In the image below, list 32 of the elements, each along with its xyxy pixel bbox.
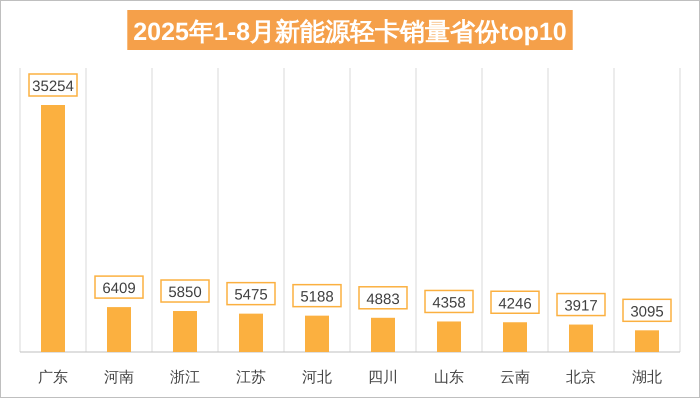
data-label: 5850 [168,284,202,302]
category: 江苏 [236,369,266,386]
data-label: 5850 [160,279,210,303]
data-label: 6409 [102,280,136,298]
data-label: 35254 [28,73,78,97]
data-label: 4358 [424,290,474,314]
data-label: 6409 [94,275,144,299]
category: 浙江 [170,369,200,386]
category: 四川 [368,369,398,386]
data-label: 35254 [32,78,74,95]
category: 河北 [302,369,332,386]
data-label: 3095 [630,303,664,320]
category: 山东 [434,369,464,386]
title: 2025年1-8月新能源轻卡销量省份top10 [127,10,573,50]
data-label: 4883 [366,290,400,308]
category: 北京 [566,369,596,386]
category: 广东 [38,369,68,386]
chart-title: 2025年1-8月新能源轻卡销量省份top10 [133,18,567,46]
data-label: 3917 [556,292,606,316]
category: 云南 [500,369,530,386]
data-label: 4883 [358,286,408,310]
category: 河南 [104,369,134,386]
data-label: 5475 [234,286,268,304]
data-label: 4358 [432,294,466,312]
category: 湖北 [632,369,662,386]
data-label: 5188 [300,288,334,306]
data-label: 4246 [498,295,532,312]
data-label: 3917 [564,298,598,315]
data-label: 3095 [622,298,672,322]
data-label: 4246 [490,290,540,314]
data-label: 5188 [292,284,342,308]
data-label: 5475 [226,282,276,306]
